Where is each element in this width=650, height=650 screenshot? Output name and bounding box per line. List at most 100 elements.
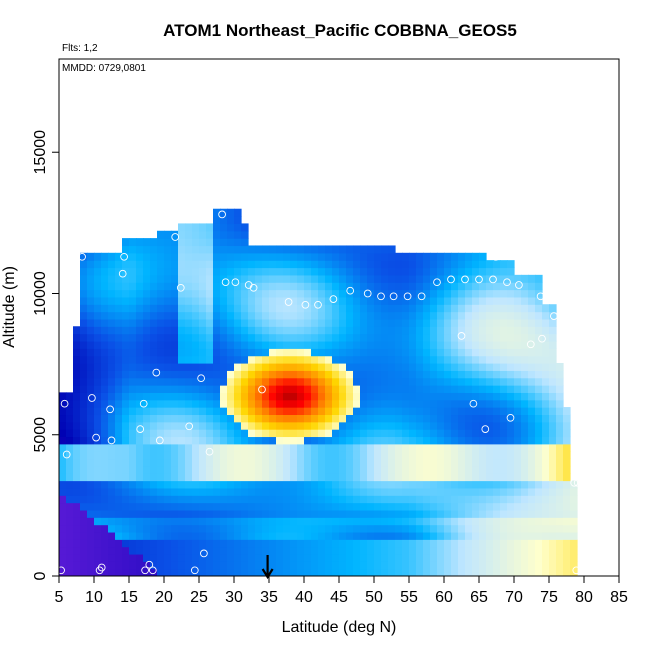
heat-cell (304, 429, 312, 438)
heat-cell (549, 568, 557, 576)
heat-cell (430, 553, 438, 562)
heat-cell (325, 260, 333, 269)
heat-cell (465, 318, 473, 327)
heat-cell (500, 451, 508, 460)
heat-cell (122, 333, 130, 342)
heat-cell (479, 509, 487, 518)
heat-cell (234, 421, 242, 430)
heat-cell (94, 517, 102, 526)
heat-cell (388, 362, 396, 371)
heat-cell (199, 436, 207, 445)
heat-cell (493, 524, 501, 533)
heat-cell (241, 348, 249, 357)
heat-cell (542, 436, 550, 445)
heat-cell (444, 252, 452, 261)
heat-cell (367, 267, 375, 276)
sample-point (249, 283, 258, 292)
heat-cell (507, 436, 515, 445)
heat-cell (521, 282, 529, 291)
heat-cell (563, 465, 571, 474)
heat-cell (283, 539, 291, 548)
heat-cell (346, 311, 354, 320)
heat-cell (353, 385, 361, 393)
heat-cell (143, 318, 151, 327)
heat-cell (297, 502, 305, 511)
heat-cell (220, 223, 228, 232)
heat-cell (381, 451, 389, 460)
heat-cell (472, 568, 480, 576)
heat-cell (192, 311, 200, 320)
heat-cell (437, 385, 445, 393)
heat-cell (381, 429, 389, 438)
heat-cell (87, 473, 95, 482)
heat-cell (255, 509, 263, 518)
heat-cell (402, 348, 410, 357)
heat-cell (437, 465, 445, 474)
heat-cell (416, 326, 424, 335)
heat-cell (528, 414, 536, 423)
heat-cell (388, 465, 396, 474)
heat-cell (248, 407, 256, 416)
heat-cell (430, 296, 438, 305)
heat-cell (556, 465, 564, 474)
heat-cell (458, 348, 466, 357)
heat-cell (192, 568, 200, 576)
heat-cell (283, 304, 291, 313)
heat-cell (514, 495, 522, 504)
sample-point (205, 447, 214, 456)
heat-cell (493, 260, 501, 269)
heat-cell (521, 385, 529, 393)
heat-cell (115, 421, 123, 430)
heat-cell (115, 414, 123, 423)
heat-cell (444, 517, 452, 526)
heat-cell (129, 377, 137, 386)
heat-cell (332, 245, 340, 254)
heat-cell (409, 421, 417, 430)
heat-cell (367, 561, 375, 570)
heat-cell (101, 495, 109, 504)
heat-cell (535, 377, 543, 386)
heat-cell (297, 333, 305, 342)
heat-cell (458, 443, 466, 452)
heat-cell (213, 399, 221, 408)
heat-cell (444, 304, 452, 313)
x-tick-label: 25 (190, 589, 208, 606)
heat-cell (185, 531, 193, 540)
heat-cell (150, 245, 158, 254)
heat-cell (521, 429, 529, 438)
heat-cell (402, 414, 410, 423)
heat-cell (234, 296, 242, 305)
heat-cell (318, 436, 326, 445)
heat-cell (101, 451, 109, 460)
heat-cell (402, 392, 410, 401)
heat-cell (136, 399, 144, 408)
heat-cell (360, 451, 368, 460)
heat-cell (290, 318, 298, 327)
heat-cell (213, 524, 221, 533)
heat-cell (409, 260, 417, 269)
heat-cell (542, 333, 550, 342)
heat-cell (465, 465, 473, 474)
heat-cell (346, 480, 354, 489)
heat-cell (185, 539, 193, 548)
heat-cell (402, 517, 410, 526)
heat-cell (493, 362, 501, 371)
heat-cell (73, 392, 81, 401)
heat-cell (143, 326, 151, 335)
heat-cell (297, 531, 305, 540)
heat-cell (500, 267, 508, 276)
heat-cell (479, 304, 487, 313)
heat-cell (157, 311, 165, 320)
heat-cell (325, 296, 333, 305)
heat-cell (423, 553, 431, 562)
heat-cell (556, 436, 564, 445)
heat-cell (514, 370, 522, 379)
heat-cell (521, 370, 529, 379)
heat-cell (374, 377, 382, 386)
heat-cell (500, 333, 508, 342)
heat-cell (346, 546, 354, 555)
heat-cell (367, 311, 375, 320)
heat-cell (528, 568, 536, 576)
heat-cell (101, 311, 109, 320)
heat-cell (241, 355, 249, 364)
